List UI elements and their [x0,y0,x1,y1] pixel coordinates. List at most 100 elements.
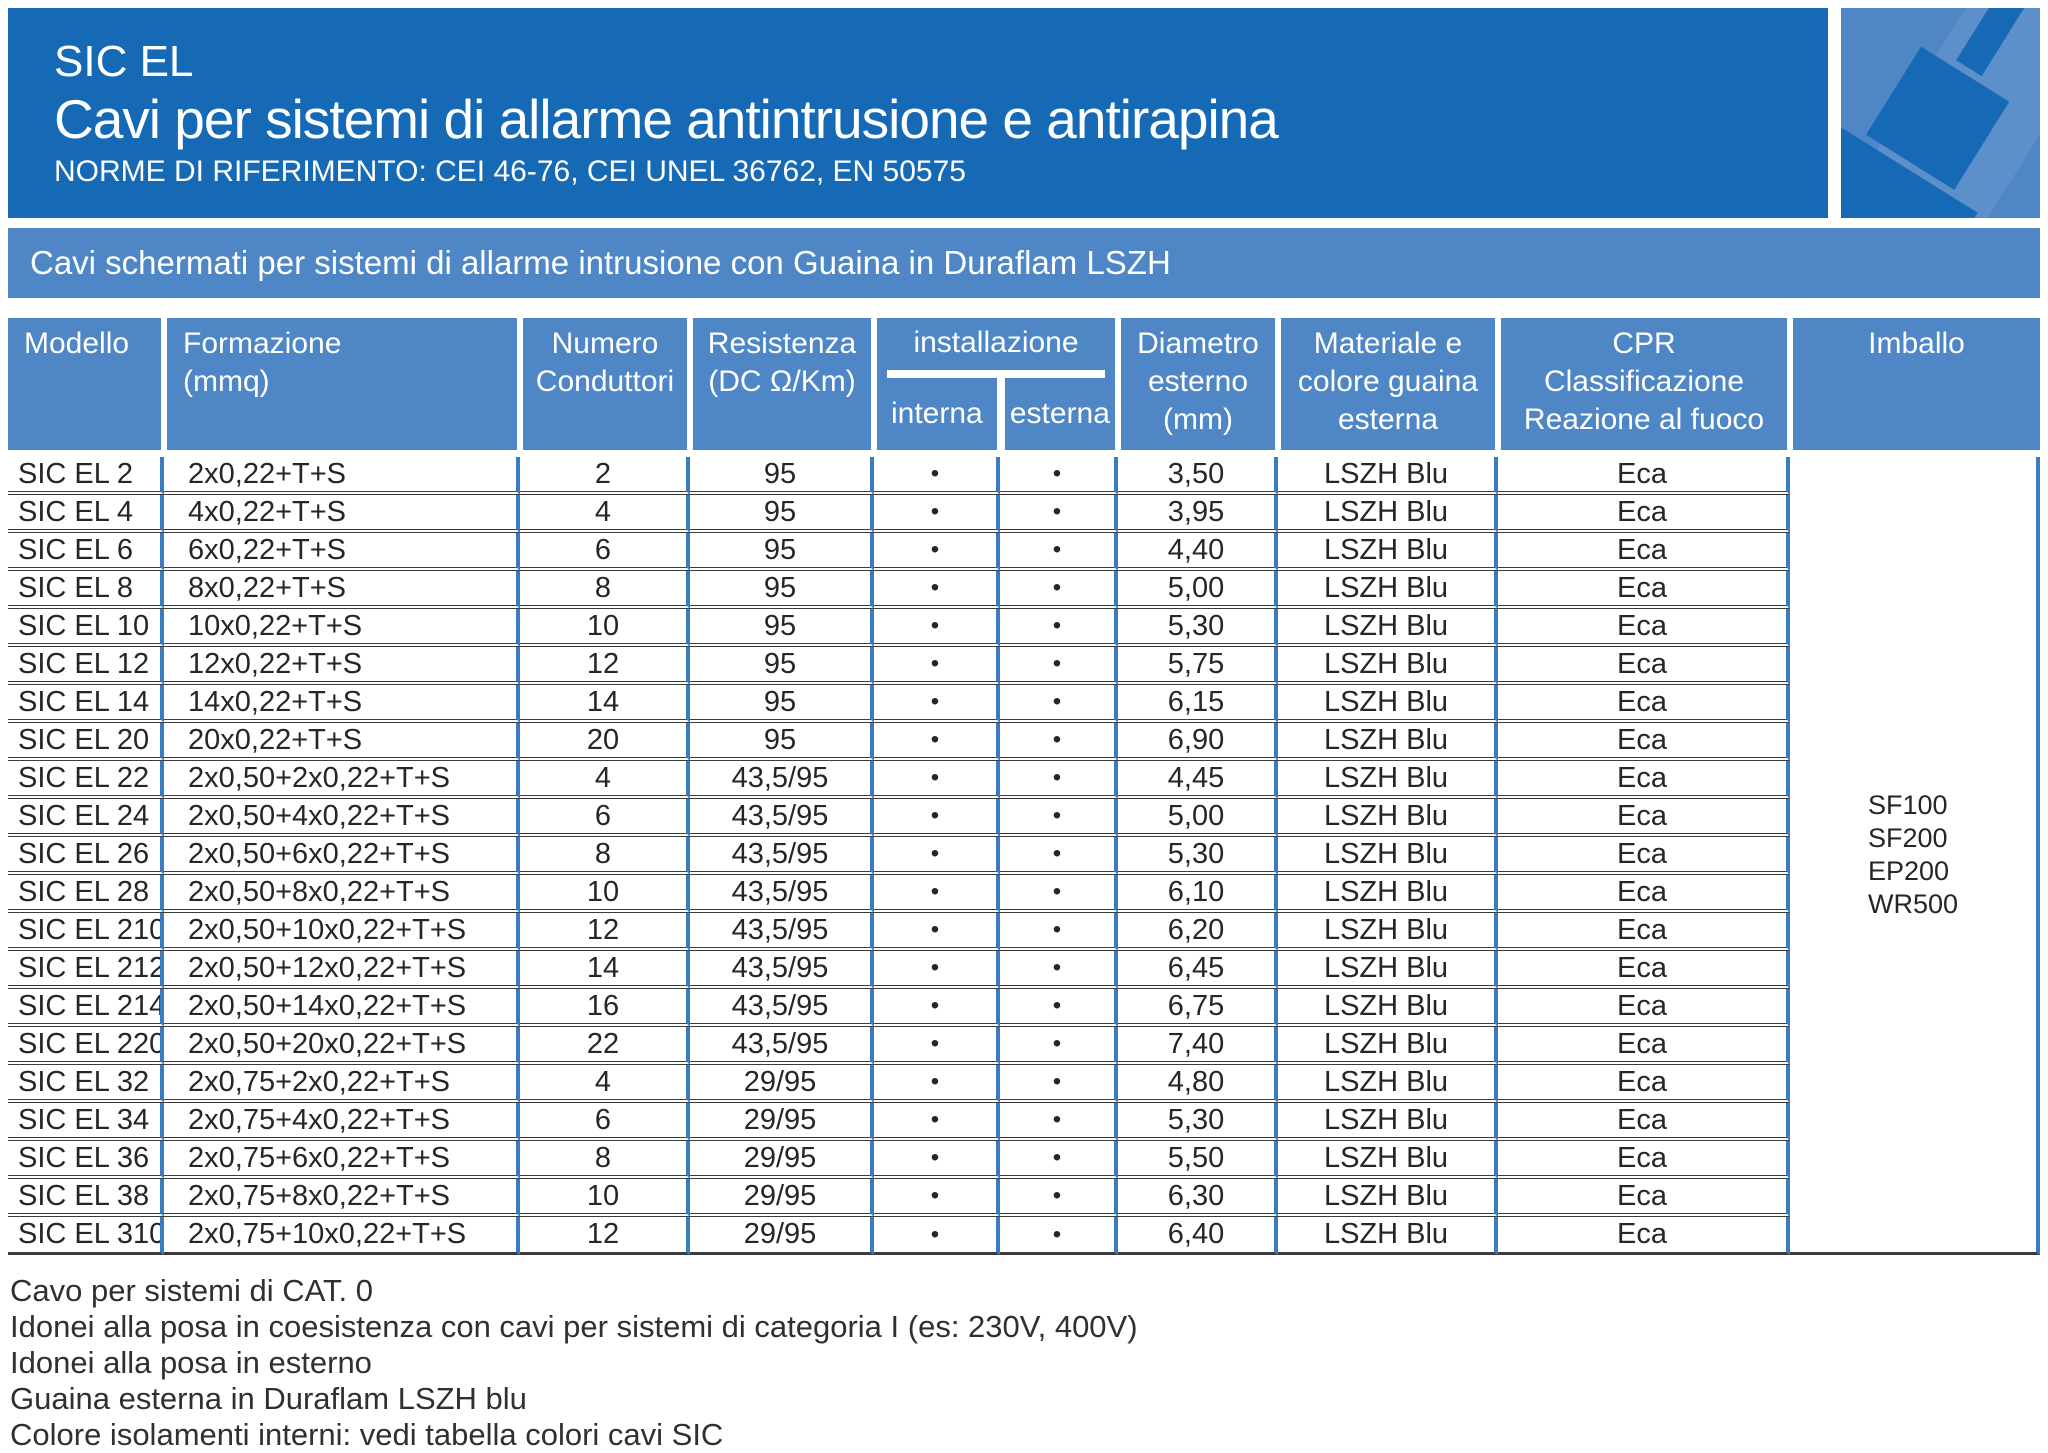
cell-installazione-esterna-dot: • [1000,837,1118,875]
cell-installazione-interna-dot: • [874,1179,1000,1217]
cell-formazione: 14x0,22+T+S [164,685,520,723]
cell-cpr: Eca [1498,989,1790,1027]
cell-diametro: 5,30 [1118,837,1278,875]
cable-illustration [1828,8,2040,218]
cell-formazione: 2x0,50+2x0,22+T+S [164,761,520,799]
cell-cpr: Eca [1498,1141,1790,1179]
imballo-merged-cell: SF100 SF200 EP200 WR500 [1790,457,2040,1255]
cell-guaina: LSZH Blu [1278,495,1498,533]
cell-resistenza: 43,5/95 [690,951,874,989]
cell-resistenza: 95 [690,723,874,761]
cell-cpr: Eca [1498,495,1790,533]
table-header: Modello Formazione (mmq) Numero Condutto… [8,318,2040,450]
cell-formazione: 2x0,50+10x0,22+T+S [164,913,520,951]
cell-numero-conduttori: 14 [520,951,690,989]
cell-numero-conduttori: 2 [520,457,690,495]
cell-diametro: 6,45 [1118,951,1278,989]
header-divider [887,370,1105,378]
cell-guaina: LSZH Blu [1278,685,1498,723]
cell-formazione: 20x0,22+T+S [164,723,520,761]
cell-installazione-interna-dot: • [874,495,1000,533]
imballo-value: EP200 [1867,855,1950,886]
col-header-materiale-guaina: Materiale e colore guaina esterna [1281,318,1495,450]
cell-modello: SIC EL 22 [8,761,164,799]
cell-cpr: Eca [1498,1027,1790,1065]
note-line: Idonei alla posa in esterno [10,1345,372,1380]
cell-guaina: LSZH Blu [1278,533,1498,571]
cell-numero-conduttori: 4 [520,1065,690,1103]
table-body: SF100 SF200 EP200 WR500 SIC EL 2 2x0,22+… [8,457,2040,1255]
cell-resistenza: 29/95 [690,1103,874,1141]
cell-cpr: Eca [1498,609,1790,647]
cell-installazione-interna-dot: • [874,609,1000,647]
cell-modello: SIC EL 4 [8,495,164,533]
cell-installazione-esterna-dot: • [1000,1141,1118,1179]
datasheet-page: SIC EL Cavi per sistemi di allarme antin… [8,8,2040,1453]
imballo-values: SF100 SF200 EP200 WR500 [1868,789,1958,921]
cell-cpr: Eca [1498,913,1790,951]
col-header-installazione-group: installazione interna esterna [877,318,1115,450]
cell-installazione-esterna-dot: • [1000,1179,1118,1217]
cell-installazione-interna-dot: • [874,457,1000,495]
cell-numero-conduttori: 10 [520,609,690,647]
cell-installazione-interna-dot: • [874,875,1000,913]
cell-resistenza: 43,5/95 [690,875,874,913]
col-header-cpr: CPR Classificazione Reazione al fuoco [1501,318,1787,450]
col-header-modello: Modello [8,318,161,450]
footer-notes: Cavo per sistemi di CAT. 0 Idonei alla p… [8,1273,2040,1453]
cell-installazione-esterna-dot: • [1000,1065,1118,1103]
cell-numero-conduttori: 12 [520,1217,690,1255]
cell-formazione: 10x0,22+T+S [164,609,520,647]
cell-resistenza: 95 [690,609,874,647]
cell-guaina: LSZH Blu [1278,571,1498,609]
cell-resistenza: 29/95 [690,1179,874,1217]
cell-modello: SIC EL 8 [8,571,164,609]
cell-installazione-interna-dot: • [874,761,1000,799]
imballo-value: SF100 [1867,789,1948,820]
product-code: SIC EL [54,37,194,86]
cell-modello: SIC EL 210 [8,913,164,951]
cell-diametro: 6,40 [1118,1217,1278,1255]
cell-cpr: Eca [1498,723,1790,761]
cell-installazione-interna-dot: • [874,647,1000,685]
cell-installazione-interna-dot: • [874,1141,1000,1179]
cell-modello: SIC EL 20 [8,723,164,761]
col-header-resistenza: Resistenza (DC Ω/Km) [693,318,871,450]
cell-formazione: 12x0,22+T+S [164,647,520,685]
cell-resistenza: 43,5/95 [690,1027,874,1065]
cell-formazione: 2x0,50+14x0,22+T+S [164,989,520,1027]
cell-diametro: 3,50 [1118,457,1278,495]
cell-resistenza: 43,5/95 [690,761,874,799]
note-line: Guaina esterna in Duraflam LSZH blu [10,1381,527,1416]
cell-installazione-interna-dot: • [874,685,1000,723]
cell-numero-conduttori: 4 [520,761,690,799]
page-title: Cavi per sistemi di allarme antintrusion… [54,88,1279,150]
cell-diametro: 6,15 [1118,685,1278,723]
cell-installazione-esterna-dot: • [1000,875,1118,913]
cell-diametro: 7,40 [1118,1027,1278,1065]
cell-modello: SIC EL 310 [8,1217,164,1255]
cell-modello: SIC EL 36 [8,1141,164,1179]
cell-resistenza: 43,5/95 [690,913,874,951]
cell-diametro: 6,10 [1118,875,1278,913]
cell-installazione-esterna-dot: • [1000,495,1118,533]
reference-norms: NORME DI RIFERIMENTO: CEI 46-76, CEI UNE… [54,155,966,188]
cell-modello: SIC EL 28 [8,875,164,913]
note-line: Cavo per sistemi di CAT. 0 [10,1273,373,1308]
cell-formazione: 2x0,75+2x0,22+T+S [164,1065,520,1103]
cell-cpr: Eca [1498,457,1790,495]
cell-modello: SIC EL 10 [8,609,164,647]
cell-modello: SIC EL 34 [8,1103,164,1141]
cell-cpr: Eca [1498,1217,1790,1255]
cell-guaina: LSZH Blu [1278,647,1498,685]
cell-numero-conduttori: 8 [520,1141,690,1179]
cell-cpr: Eca [1498,685,1790,723]
cell-installazione-interna-dot: • [874,1217,1000,1255]
cell-resistenza: 95 [690,457,874,495]
cell-numero-conduttori: 6 [520,799,690,837]
cell-modello: SIC EL 26 [8,837,164,875]
cell-guaina: LSZH Blu [1278,1217,1498,1255]
cell-resistenza: 43,5/95 [690,799,874,837]
cell-cpr: Eca [1498,1179,1790,1217]
cell-diametro: 6,75 [1118,989,1278,1027]
